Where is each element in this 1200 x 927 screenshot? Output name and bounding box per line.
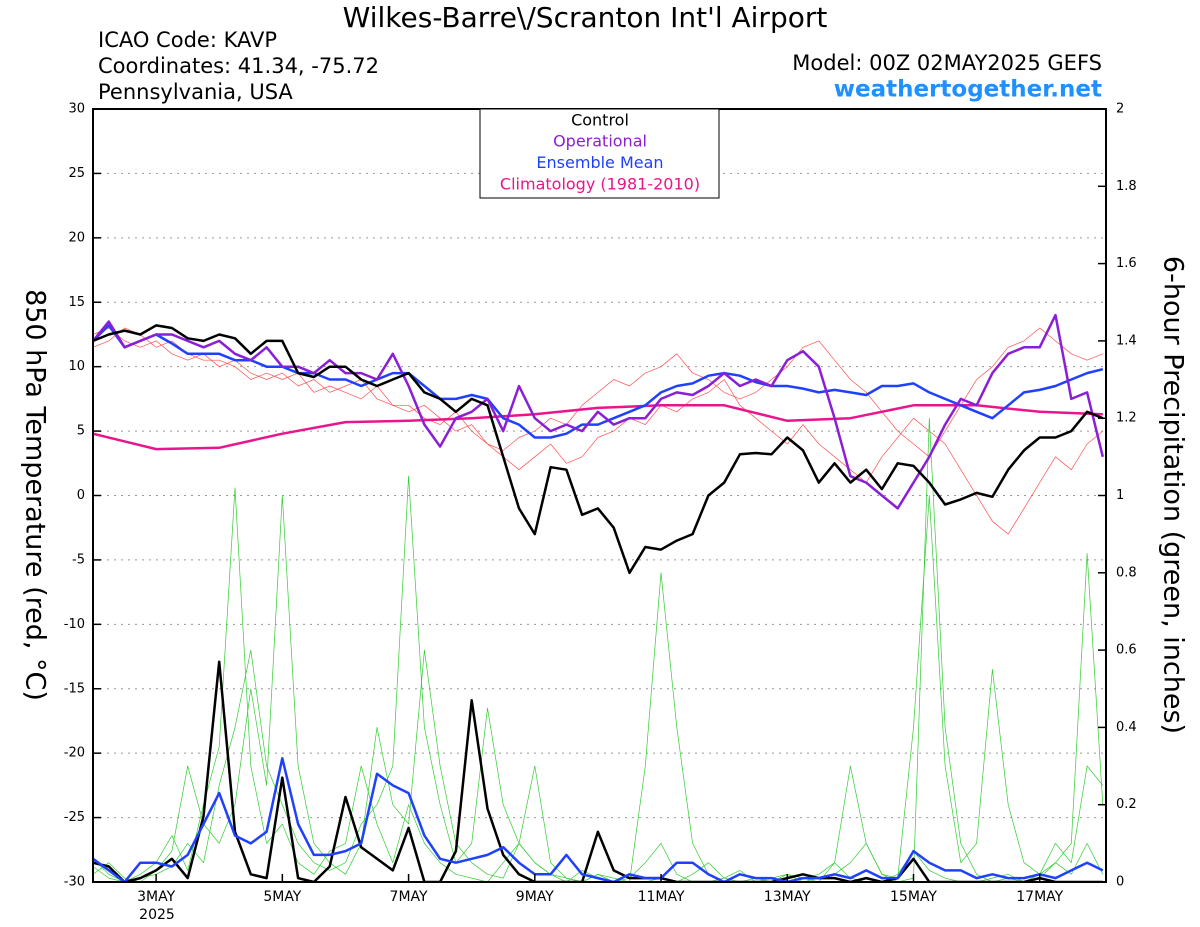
legend-label: Control <box>571 111 629 130</box>
axes: -30 -25 -20 -15 -10 -5 0 5 10 15 20 25 30 0 0.2 0.4 0.6 0… <box>64 102 1137 906</box>
y2-tick-label: 1.4 <box>1116 333 1137 348</box>
y2-tick-label: 2 <box>1116 102 1124 117</box>
series-line <box>93 475 1104 882</box>
y2-tick-label: 1.6 <box>1116 256 1137 271</box>
legend-label: Climatology (1981-2010) <box>500 175 700 194</box>
y2-axis-label: 6-hour Precipitation (green, inches) <box>1158 256 1189 734</box>
y-tick-label: 5 <box>77 424 85 439</box>
y2-tick-label: 1.2 <box>1116 411 1137 426</box>
y-tick-label: 15 <box>68 295 85 310</box>
x-year-label: 2025 <box>139 907 175 923</box>
x-tick-label: 3MAY <box>137 889 175 905</box>
x-tick-label: 17MAY <box>1016 889 1063 905</box>
y-tick-label: 0 <box>77 488 85 503</box>
plot-lines <box>93 313 1105 882</box>
x-tick-label: 7MAY <box>390 889 428 905</box>
y-tick-label: 20 <box>68 230 85 245</box>
series-line <box>93 327 1104 535</box>
y-tick-label: -20 <box>64 746 85 761</box>
info-line: Coordinates: 41.34, -75.72 <box>98 54 379 78</box>
y-tick-label: -30 <box>64 875 85 890</box>
x-tick-label: 9MAY <box>516 889 554 905</box>
y-tick-label: -10 <box>64 617 85 632</box>
series-line <box>93 404 1103 451</box>
y2-tick-label: 0.6 <box>1116 643 1137 658</box>
source-label: weathertogether.net <box>834 77 1102 103</box>
series-line <box>93 313 1105 510</box>
series-line <box>93 324 1104 575</box>
y-tick-label: 10 <box>68 359 85 374</box>
y2-tick-label: 0.4 <box>1116 720 1137 735</box>
legend-box <box>479 108 720 199</box>
series-line <box>93 757 1104 882</box>
x-tick-label: 15MAY <box>890 889 937 905</box>
y-axis-label: 850 hPa Temperature (red, °C) <box>20 289 51 701</box>
y2-tick-label: 0.2 <box>1116 797 1137 812</box>
y2-tick-label: 1 <box>1116 488 1124 503</box>
grid <box>93 172 1106 819</box>
y-tick-label: -15 <box>64 681 85 696</box>
y2-tick-label: 0 <box>1116 875 1124 890</box>
y2-tick-label: 0.8 <box>1116 565 1137 580</box>
chart-title: Wilkes-Barre\/Scranton Int'l Airport <box>343 1 828 34</box>
y-tick-label: -5 <box>72 552 85 567</box>
series-line <box>93 660 1103 882</box>
x-tick-label: 11MAY <box>638 889 685 905</box>
x-tick-label: 13MAY <box>764 889 811 905</box>
y-tick-label: 25 <box>68 166 85 181</box>
x-tick-label: 5MAY <box>263 889 301 905</box>
y-tick-label: -25 <box>64 810 85 825</box>
y-tick-label: 30 <box>68 102 85 117</box>
y2-tick-label: 1.8 <box>1116 179 1137 194</box>
model-label: Model: 00Z 02MAY2025 GEFS <box>792 51 1102 75</box>
info-line: ICAO Code: KAVP <box>98 28 277 52</box>
info-line: Pennsylvania, USA <box>98 80 293 104</box>
series-line <box>93 324 1104 439</box>
legend-label: Ensemble Mean <box>536 153 663 172</box>
legend-label: Operational <box>553 132 647 151</box>
